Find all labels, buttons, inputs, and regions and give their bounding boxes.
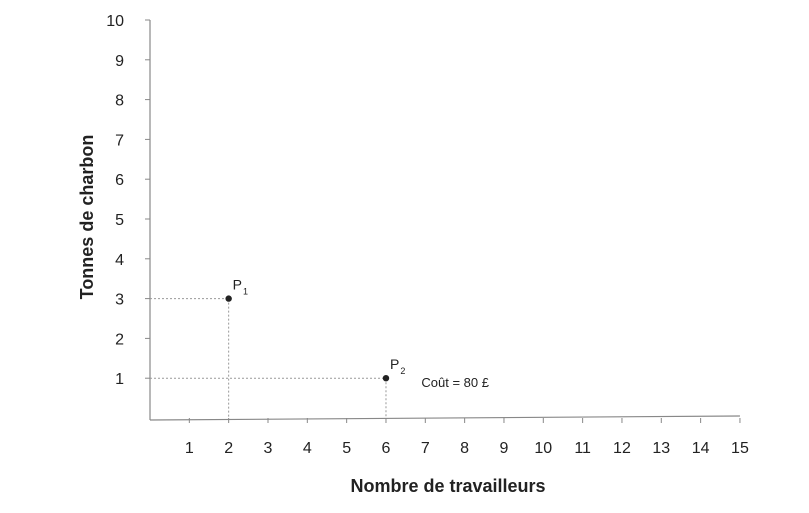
data-point: [225, 295, 232, 302]
data-point: [382, 375, 390, 382]
x-tick-label: 13: [652, 440, 670, 457]
x-tick-label: 6: [382, 440, 391, 457]
x-tick-label: 8: [460, 440, 469, 457]
point-label-subscript: 1: [243, 287, 248, 297]
y-tick-label: 10: [106, 13, 124, 30]
point-label-subscript: 2: [400, 366, 405, 376]
cost-annotation: Coût = 80 £: [421, 375, 489, 390]
x-tick-label: 4: [303, 440, 312, 457]
data-points: [225, 295, 390, 382]
point-label-letter: P: [390, 356, 399, 372]
x-tick-label: 11: [574, 440, 591, 457]
x-tick-label: 2: [224, 440, 233, 457]
x-axis-title: Nombre de travailleurs: [350, 476, 545, 496]
point-label-letter: P: [233, 277, 242, 293]
y-tick-label: 7: [115, 132, 124, 149]
y-axis-title: Tonnes de charbon: [77, 135, 97, 300]
x-tick-label: 5: [342, 440, 351, 457]
y-tick-label: 9: [115, 53, 124, 70]
y-tick-label: 4: [115, 252, 124, 269]
y-tick-label: 2: [115, 331, 124, 348]
axes: [149, 20, 740, 421]
point-label: P2: [390, 356, 405, 376]
y-tick-label: 8: [115, 93, 124, 110]
x-tick-label: 1: [185, 440, 194, 457]
x-tick-label: 3: [264, 440, 273, 457]
x-tick-label: 14: [692, 440, 710, 457]
y-tick-label: 3: [115, 292, 124, 309]
x-tick-label: 12: [613, 440, 631, 457]
y-tick-label: 1: [115, 371, 124, 388]
x-tick-label: 15: [731, 440, 749, 457]
x-tick-label: 7: [421, 440, 430, 457]
y-tick-label: 6: [115, 172, 124, 189]
x-axis-line: [149, 415, 740, 421]
point-label: P1: [233, 277, 248, 297]
x-tick-label: 10: [534, 440, 552, 457]
x-tick-label: 9: [500, 440, 509, 457]
y-tick-label: 5: [115, 212, 124, 229]
guide-lines: [150, 298, 387, 418]
labels: Nombre de travailleurs Tonnes de charbon…: [77, 135, 546, 496]
